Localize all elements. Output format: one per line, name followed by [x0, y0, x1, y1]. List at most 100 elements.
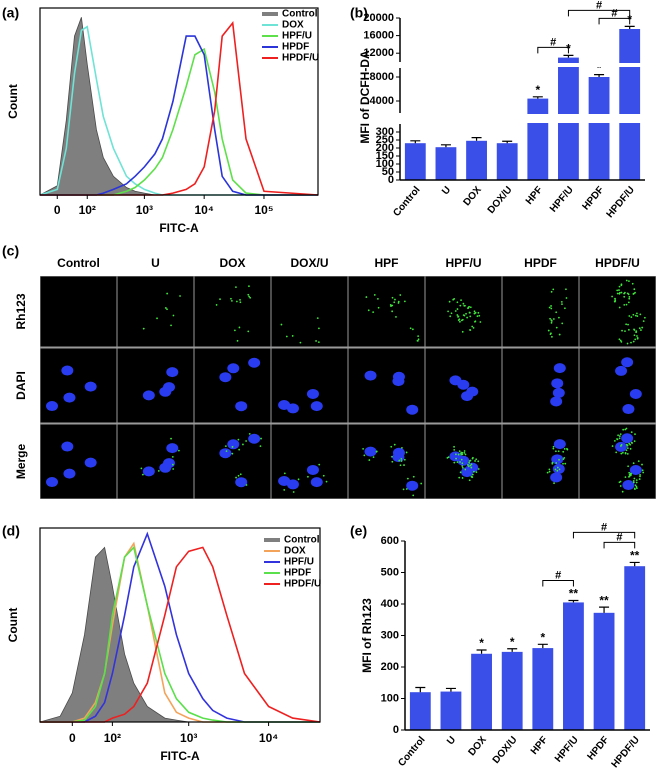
nucleus [457, 379, 470, 390]
fluorescence-spot [458, 476, 461, 479]
fluorescence-spot [633, 334, 636, 337]
nucleus [621, 433, 634, 444]
error-bar [471, 137, 482, 141]
fluorescence-spot [550, 321, 553, 324]
fluorescence-spot [463, 451, 466, 454]
bar [501, 651, 523, 730]
fluorescence-spot [239, 473, 242, 476]
fluorescence-spot [454, 453, 457, 456]
fluorescence-spot [640, 329, 642, 331]
fluorescence-spot [248, 285, 250, 288]
significance-mark: ** [599, 593, 609, 607]
fluorescence-spot [390, 305, 392, 308]
micrograph-cell [502, 424, 579, 499]
fluorescence-spot [472, 470, 475, 473]
fluorescence-spot [400, 457, 403, 460]
fluorescence-spot [641, 469, 644, 472]
y-tick-label: 200 [381, 661, 399, 673]
fluorescence-spot [417, 338, 420, 341]
fluorescence-spot [156, 317, 158, 320]
fluorescence-spot [477, 460, 480, 463]
micrograph-cell [194, 424, 271, 499]
fluorescence-spot [230, 297, 232, 300]
micrograph-cell [348, 276, 425, 347]
fluorescence-spot [239, 298, 241, 301]
fluorescence-spot [166, 292, 169, 295]
y-axis-label: MFI of Rh123 [360, 598, 374, 673]
nucleus [466, 462, 479, 473]
bar [563, 602, 584, 730]
fluorescence-spot [626, 342, 629, 345]
fluorescence-spot [461, 330, 464, 333]
bar [527, 98, 549, 180]
fluorescence-spot [623, 303, 626, 306]
fluorescence-spot [372, 456, 375, 459]
x-tick-label: HPF [524, 185, 545, 207]
fluorescence-spot [471, 476, 473, 479]
fluorescence-spot [456, 461, 459, 464]
x-tick-label: 10³ [180, 731, 197, 745]
fluorescence-spot [549, 317, 551, 320]
fluorescence-spot [629, 473, 632, 476]
fluorescence-spot [633, 487, 636, 490]
fluorescence-spot [550, 320, 553, 322]
bar [435, 147, 457, 180]
nucleus [142, 390, 155, 401]
y-axis-label: MFI of DCFH-DA [358, 50, 372, 144]
fluorescence-spot [170, 324, 172, 327]
fluorescence-spot [550, 307, 553, 310]
fluorescence-spot [552, 318, 555, 320]
fluorescence-spot [399, 464, 402, 467]
fluorescence-spot [636, 335, 638, 337]
fluorescence-spot [558, 333, 561, 336]
fluorescence-spot [365, 296, 368, 298]
fluorescence-spot [561, 303, 563, 306]
fluorescence-spot [639, 473, 641, 476]
nucleus [84, 381, 97, 392]
comparison-label: # [611, 7, 617, 19]
fluorescence-spot [469, 306, 472, 309]
error-bar [563, 54, 574, 58]
fluorescence-spot [626, 447, 629, 449]
fluorescence-spot [620, 452, 623, 455]
micrograph-cell [194, 348, 271, 423]
fluorescence-spot [453, 445, 455, 448]
y-tick-label: 50 [382, 166, 394, 178]
fluorescence-spot [634, 338, 637, 341]
fluorescence-spot [628, 315, 631, 317]
fluorescence-spot [412, 475, 415, 478]
fluorescence-spot [636, 315, 639, 318]
nucleus [286, 479, 299, 490]
y-tick-label: 12000 [363, 47, 394, 59]
fluorescence-spot [171, 455, 174, 458]
x-tick-label: DOX [462, 184, 485, 208]
y-tick-label: 250 [376, 134, 394, 146]
nucleus [159, 386, 172, 397]
fluorescence-spot [233, 329, 236, 332]
micrograph-cell [271, 276, 348, 347]
fluorescence-spot [219, 298, 221, 301]
y-tick-label: 300 [381, 629, 399, 641]
fluorescence-spot [623, 295, 626, 298]
fluorescence-spot [317, 341, 320, 343]
fluorescence-spot [453, 448, 456, 451]
fluorescence-spot [641, 326, 644, 329]
fluorescence-spot [479, 321, 482, 323]
fluorescence-spot [555, 462, 558, 464]
comparison-bracket [603, 541, 636, 549]
significance-mark: * [479, 636, 484, 650]
fluorescence-spot [166, 308, 168, 311]
fluorescence-spot [629, 447, 632, 450]
fluorescence-spot [420, 482, 423, 485]
nucleus [248, 357, 261, 368]
nucleus [61, 441, 74, 452]
fluorescence-spot [633, 477, 636, 480]
nucleus [219, 372, 232, 383]
fluorescence-spot [362, 447, 364, 450]
fluorescence-spot [552, 288, 555, 291]
fluorescence-spot [628, 442, 631, 445]
fluorescence-spot [391, 460, 394, 463]
fluorescence-spot [224, 445, 227, 448]
fluorescence-spot [472, 456, 474, 459]
